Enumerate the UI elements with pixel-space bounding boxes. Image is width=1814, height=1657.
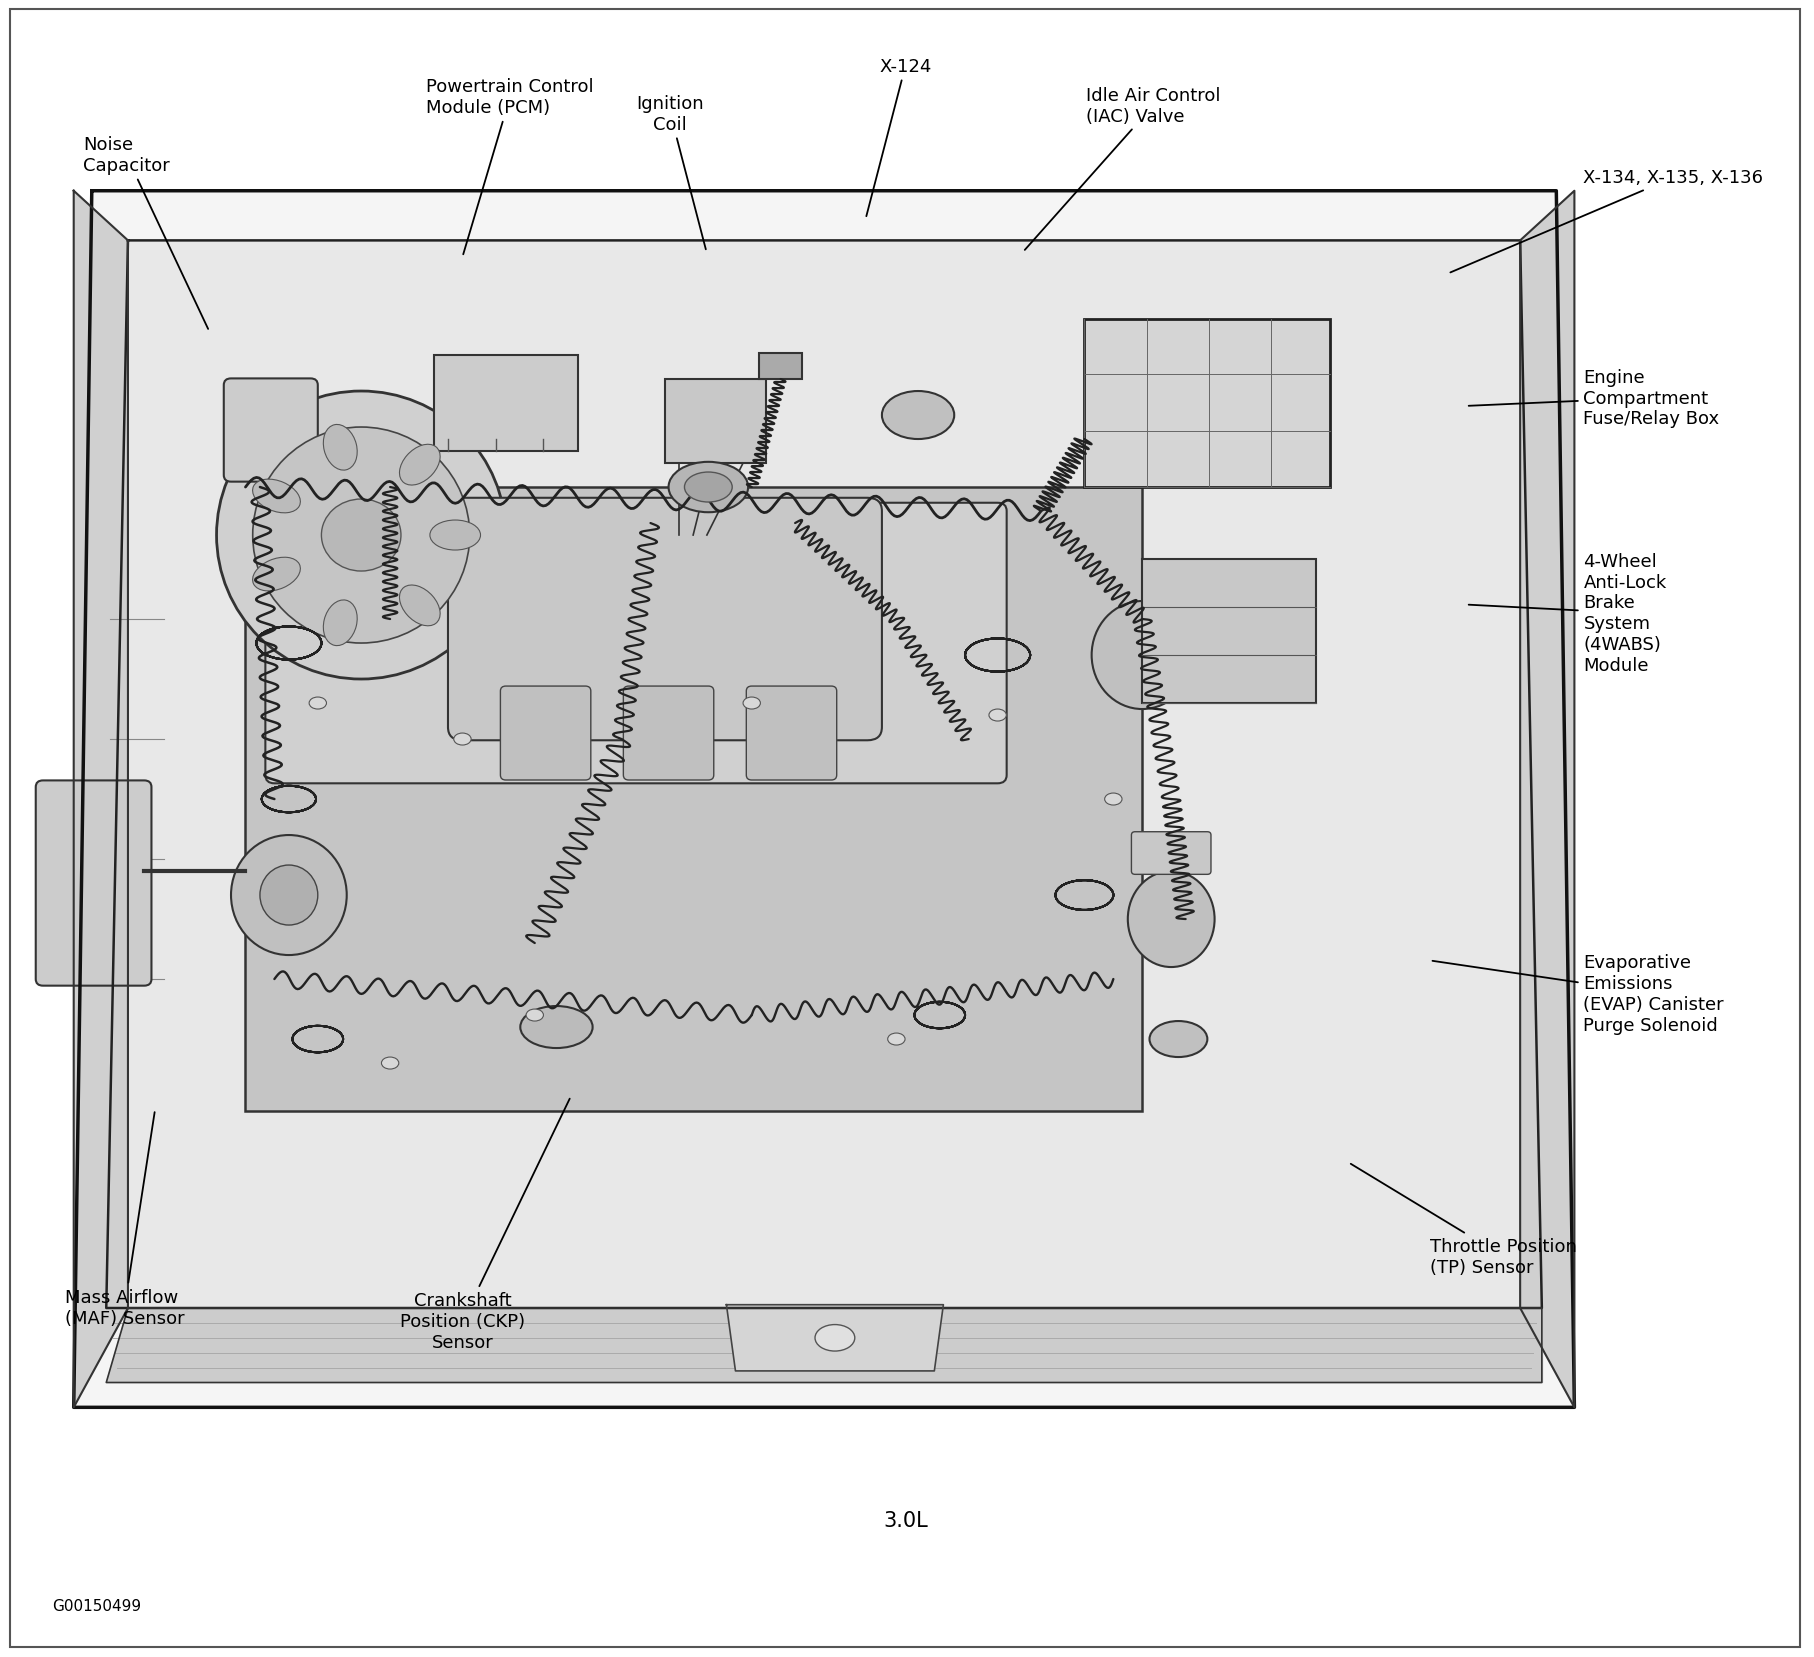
FancyBboxPatch shape	[223, 379, 317, 482]
Polygon shape	[107, 242, 1542, 1309]
Ellipse shape	[259, 865, 317, 926]
Ellipse shape	[381, 1057, 399, 1069]
Polygon shape	[1520, 192, 1573, 1407]
Text: Evaporative
Emissions
(EVAP) Canister
Purge Solenoid: Evaporative Emissions (EVAP) Canister Pu…	[1431, 954, 1723, 1034]
FancyBboxPatch shape	[1083, 320, 1330, 487]
Ellipse shape	[399, 585, 441, 626]
Text: X-134, X-135, X-136: X-134, X-135, X-136	[1449, 169, 1763, 273]
Text: Powertrain Control
Module (PCM): Powertrain Control Module (PCM)	[426, 78, 593, 255]
Ellipse shape	[1105, 794, 1121, 805]
FancyBboxPatch shape	[1141, 560, 1315, 704]
Ellipse shape	[323, 600, 357, 646]
FancyBboxPatch shape	[1130, 832, 1210, 875]
FancyBboxPatch shape	[758, 353, 802, 379]
Ellipse shape	[252, 558, 299, 592]
Ellipse shape	[252, 481, 299, 514]
Ellipse shape	[668, 462, 747, 514]
Polygon shape	[74, 192, 1573, 1407]
Ellipse shape	[216, 391, 506, 679]
Ellipse shape	[399, 446, 441, 486]
Ellipse shape	[684, 472, 731, 502]
Ellipse shape	[521, 1006, 593, 1049]
Ellipse shape	[430, 520, 481, 550]
Ellipse shape	[454, 734, 472, 746]
Ellipse shape	[230, 835, 346, 956]
FancyBboxPatch shape	[36, 780, 151, 986]
Text: 4-Wheel
Anti-Lock
Brake
System
(4WABS)
Module: 4-Wheel Anti-Lock Brake System (4WABS) M…	[1468, 552, 1665, 674]
Ellipse shape	[742, 698, 760, 709]
Text: Idle Air Control
(IAC) Valve: Idle Air Control (IAC) Valve	[1025, 86, 1221, 250]
Polygon shape	[74, 192, 127, 1407]
Text: Ignition
Coil: Ignition Coil	[637, 94, 706, 250]
Polygon shape	[107, 1309, 1542, 1382]
Ellipse shape	[252, 428, 470, 643]
FancyBboxPatch shape	[501, 686, 591, 780]
Text: X-124: X-124	[865, 58, 931, 217]
FancyBboxPatch shape	[434, 356, 579, 452]
FancyBboxPatch shape	[448, 499, 882, 741]
Ellipse shape	[1090, 601, 1192, 709]
Ellipse shape	[323, 426, 357, 471]
Ellipse shape	[1148, 1021, 1206, 1057]
FancyBboxPatch shape	[664, 379, 766, 464]
Ellipse shape	[526, 1009, 542, 1021]
FancyBboxPatch shape	[622, 686, 713, 780]
Ellipse shape	[989, 709, 1005, 721]
Ellipse shape	[321, 500, 401, 572]
Ellipse shape	[1126, 872, 1214, 968]
Text: Noise
Capacitor: Noise Capacitor	[83, 136, 209, 330]
FancyBboxPatch shape	[746, 686, 836, 780]
Text: G00150499: G00150499	[53, 1599, 141, 1614]
Ellipse shape	[308, 698, 327, 709]
Text: Mass Airflow
(MAF) Sensor: Mass Airflow (MAF) Sensor	[65, 1112, 185, 1327]
Text: Engine
Compartment
Fuse/Relay Box: Engine Compartment Fuse/Relay Box	[1468, 368, 1718, 428]
FancyBboxPatch shape	[245, 487, 1141, 1112]
Ellipse shape	[887, 1034, 905, 1046]
Text: 3.0L: 3.0L	[883, 1510, 927, 1529]
Text: Crankshaft
Position (CKP)
Sensor: Crankshaft Position (CKP) Sensor	[399, 1099, 570, 1350]
Text: Throttle Position
(TP) Sensor: Throttle Position (TP) Sensor	[1350, 1165, 1576, 1276]
Ellipse shape	[814, 1324, 854, 1350]
Polygon shape	[726, 1306, 943, 1370]
Ellipse shape	[882, 391, 954, 439]
FancyBboxPatch shape	[265, 504, 1007, 784]
